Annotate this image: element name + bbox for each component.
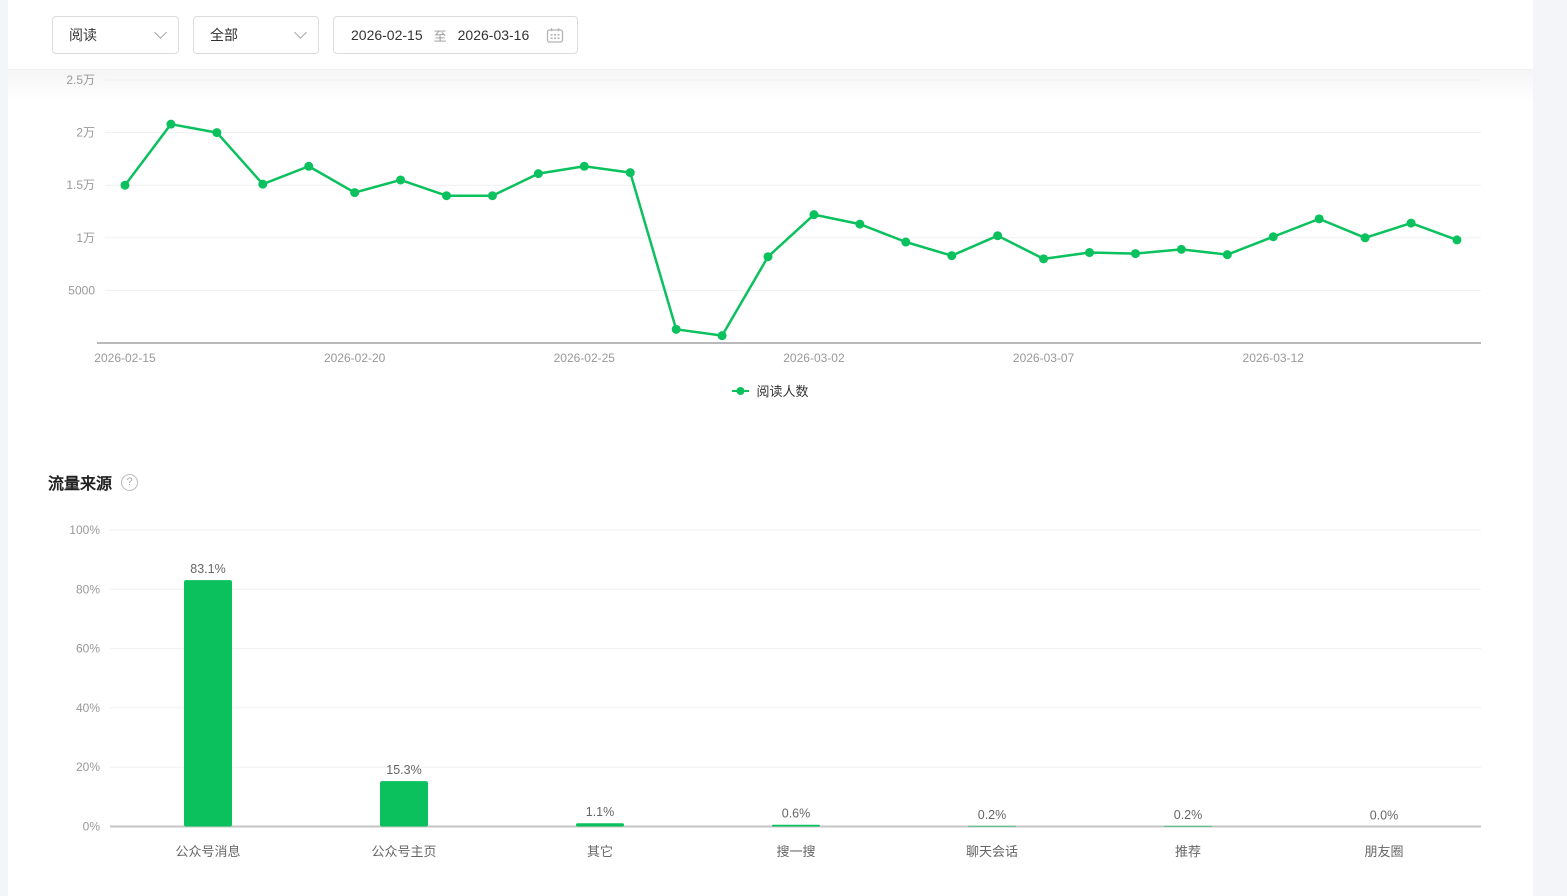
toolbar-shadow — [8, 70, 1533, 102]
bar[interactable] — [184, 580, 232, 827]
data-point[interactable] — [304, 161, 314, 171]
y-axis-tick-label: 2万 — [76, 126, 95, 140]
bar-value-label: 0.6% — [782, 807, 811, 821]
data-point[interactable] — [1406, 218, 1416, 228]
analytics-panel: 阅读 全部 2026-02-15 至 2026-03-16 — [8, 0, 1533, 896]
data-point[interactable] — [166, 119, 176, 129]
data-point[interactable] — [947, 251, 957, 261]
chevron-down-icon — [294, 26, 307, 39]
calendar-icon[interactable] — [546, 27, 564, 44]
bar-category-label: 公众号主页 — [371, 844, 436, 859]
trend-line — [123, 122, 1459, 337]
y-axis-tick-label: 5000 — [68, 283, 95, 297]
data-point[interactable] — [625, 168, 635, 178]
legend-label: 阅读人数 — [756, 384, 809, 399]
metric-select-value: 阅读 — [69, 27, 97, 43]
bar-category-label: 推荐 — [1175, 844, 1201, 859]
data-point[interactable] — [901, 237, 911, 247]
traffic-source-bar-chart[interactable]: 0% 20% 40% 60% 80% 100% 83.1% 公众号消息 15.3% 公众号主页 1.… — [8, 520, 1533, 870]
data-point[interactable] — [1360, 233, 1370, 243]
data-point[interactable] — [579, 161, 589, 171]
data-point[interactable] — [1222, 250, 1232, 260]
data-point[interactable] — [1268, 232, 1278, 242]
data-point[interactable] — [855, 219, 865, 229]
y-axis-tick-label: 1.5万 — [66, 178, 95, 192]
data-point[interactable] — [1039, 254, 1049, 264]
data-point[interactable] — [487, 191, 497, 201]
bar-category-label: 公众号消息 — [175, 844, 240, 859]
traffic-source-title-text: 流量来源 — [48, 476, 113, 493]
traffic-source-title: 流量来源 ? — [48, 470, 139, 494]
data-point[interactable] — [258, 179, 268, 189]
x-axis-tick-label: 2026-02-25 — [554, 351, 616, 365]
y-axis-tick-label: 80% — [76, 582, 100, 596]
scope-select-value: 全部 — [210, 27, 238, 43]
date-separator: 至 — [433, 28, 447, 44]
x-axis-tick-label: 2026-02-15 — [94, 351, 156, 365]
scope-select[interactable]: 全部 — [193, 16, 319, 54]
data-point[interactable] — [396, 175, 406, 185]
y-axis-tick-label: 2.5万 — [66, 73, 95, 87]
data-point[interactable] — [1452, 235, 1462, 245]
read-trend-line-chart[interactable]: 2.5万 2万 1.5万 1万 5000 2026-02-15 2026-02-20 2026… — [8, 70, 1533, 375]
chevron-down-icon — [154, 26, 167, 39]
bar-value-label: 0.0% — [1370, 809, 1399, 823]
data-point[interactable] — [442, 191, 452, 201]
legend-read-count[interactable]: 阅读人数 — [8, 381, 1533, 400]
x-axis-tick-label: 2026-03-07 — [1013, 351, 1075, 365]
bar-value-label: 0.2% — [978, 808, 1007, 822]
x-axis-tick-label: 2026-03-12 — [1243, 351, 1305, 365]
help-icon[interactable]: ? — [121, 473, 139, 491]
filter-toolbar: 阅读 全部 2026-02-15 至 2026-03-16 — [8, 0, 1533, 70]
data-point[interactable] — [809, 210, 819, 220]
data-point[interactable] — [671, 324, 681, 334]
date-range-picker[interactable]: 2026-02-15 至 2026-03-16 — [333, 16, 578, 54]
data-point[interactable] — [1085, 248, 1095, 258]
bar-category-label: 其它 — [587, 844, 613, 859]
y-axis-tick-label: 60% — [76, 642, 100, 656]
data-point[interactable] — [1130, 249, 1140, 259]
bar-value-label: 1.1% — [586, 805, 615, 819]
bar-category-label: 朋友圈 — [1364, 844, 1403, 859]
data-point[interactable] — [1314, 214, 1324, 224]
date-start: 2026-02-15 — [351, 27, 423, 43]
bar-category-label: 搜一搜 — [776, 844, 815, 859]
data-point[interactable] — [533, 169, 543, 179]
data-point[interactable] — [717, 331, 727, 341]
bar[interactable] — [968, 825, 1016, 827]
bar[interactable] — [576, 823, 624, 827]
metric-select[interactable]: 阅读 — [52, 16, 179, 54]
y-axis-tick-label: 1万 — [76, 231, 95, 245]
y-axis-tick-label: 100% — [69, 523, 100, 537]
bar[interactable] — [772, 824, 820, 827]
bar[interactable] — [380, 781, 428, 827]
data-point[interactable] — [763, 252, 773, 262]
data-point[interactable] — [1176, 244, 1186, 254]
y-axis-tick-label: 40% — [76, 701, 100, 715]
data-point[interactable] — [350, 188, 360, 198]
bar-value-label: 0.2% — [1174, 808, 1203, 822]
bar-value-label: 83.1% — [190, 562, 225, 576]
y-axis-tick-label: 0% — [83, 820, 101, 834]
x-axis-tick-label: 2026-02-20 — [324, 351, 386, 365]
data-point[interactable] — [212, 128, 222, 138]
date-end: 2026-03-16 — [457, 27, 530, 43]
bar-category-label: 聊天会话 — [966, 844, 1018, 859]
data-point[interactable] — [993, 231, 1003, 241]
x-axis-tick-label: 2026-03-02 — [783, 351, 845, 365]
data-point[interactable] — [120, 180, 130, 190]
bar[interactable] — [1164, 825, 1212, 827]
legend-line-marker-icon — [732, 386, 750, 395]
bar-value-label: 15.3% — [386, 763, 421, 777]
y-axis-tick-label: 20% — [76, 760, 100, 774]
